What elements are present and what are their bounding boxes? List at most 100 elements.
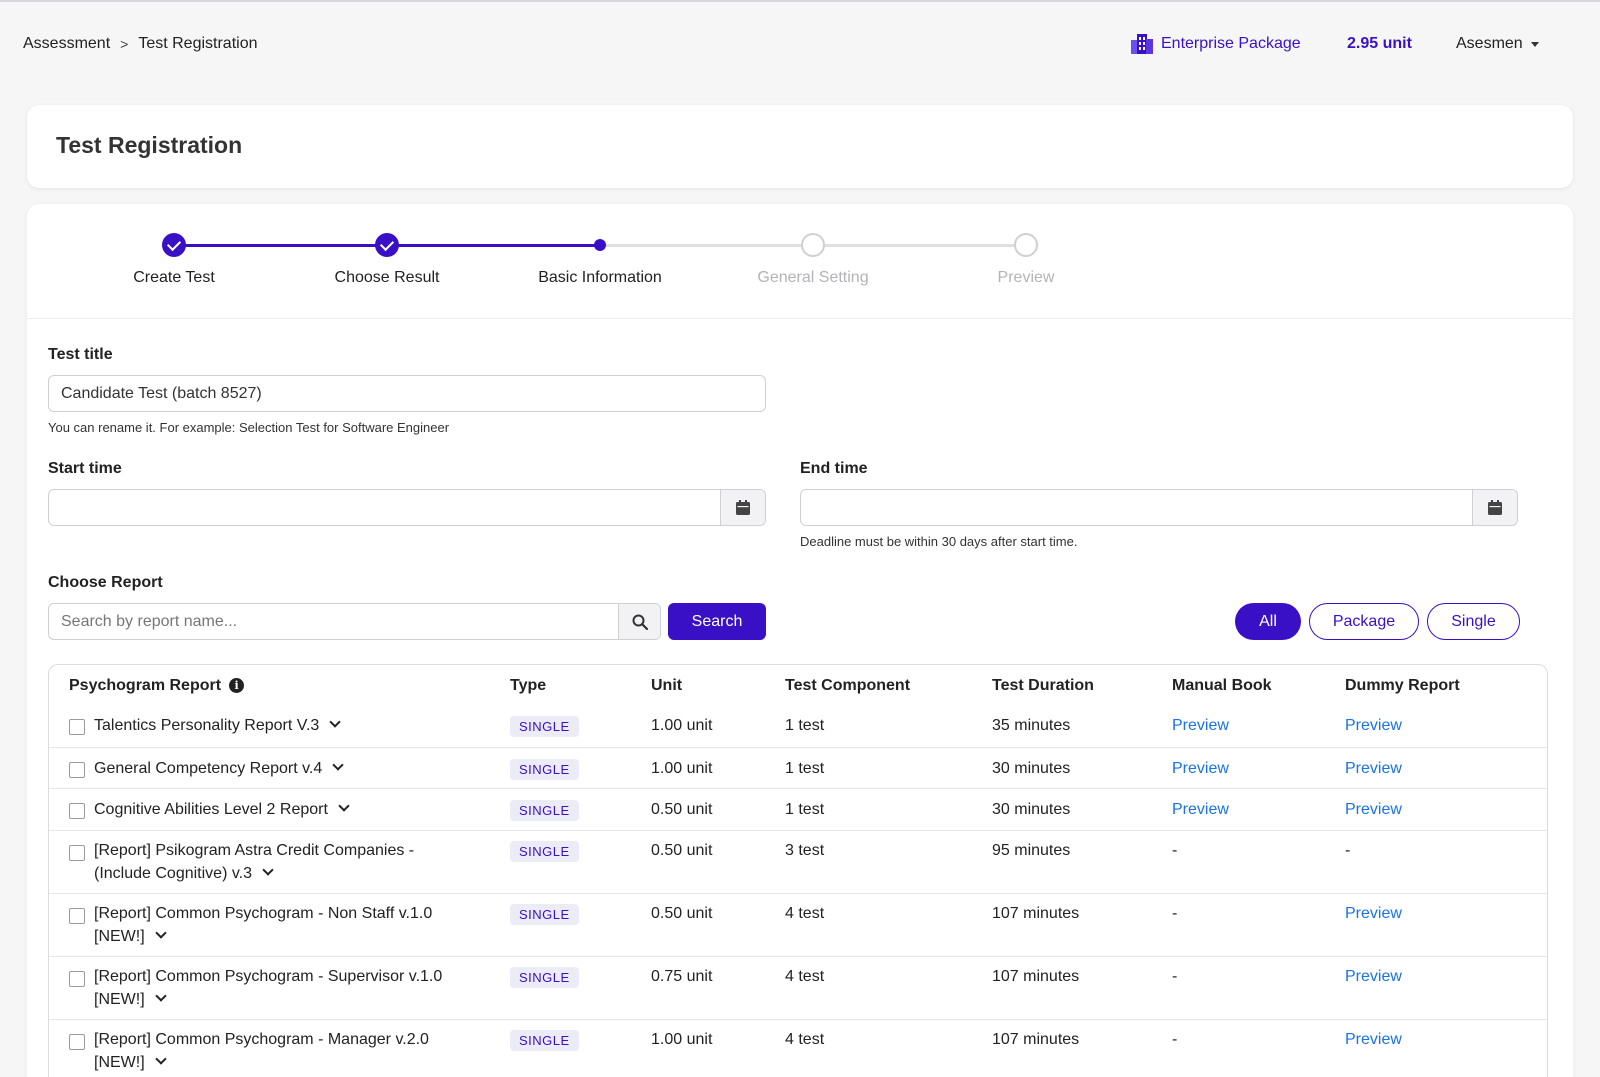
dummy-report-preview-link[interactable]: Preview: [1345, 760, 1402, 777]
row-checkbox[interactable]: [69, 762, 85, 778]
row-checkbox[interactable]: [69, 719, 85, 735]
chevron-down-icon[interactable]: [332, 759, 344, 771]
step-basic-information[interactable]: Basic Information: [538, 269, 662, 286]
chevron-down-icon[interactable]: [155, 1053, 167, 1065]
manual-book-empty: -: [1172, 1031, 1178, 1048]
header-dummy-report: Dummy Report: [1345, 677, 1460, 694]
component-cell: 1 test: [785, 760, 825, 777]
registration-form-card: Create Test Choose Result Basic Informat…: [27, 204, 1573, 1077]
chevron-down-icon[interactable]: [155, 927, 167, 939]
choose-report-label: Choose Report: [48, 574, 163, 591]
end-time-picker: [800, 489, 1518, 526]
report-name-text: Talentics Personality Report V.3: [94, 717, 320, 734]
header-unit: Unit: [651, 677, 683, 694]
filter-all-button[interactable]: All: [1235, 603, 1301, 640]
chevron-down-icon[interactable]: [262, 864, 274, 876]
title-card: Test Registration: [27, 105, 1573, 188]
report-table: Psychogram Report i Type Unit Test Compon…: [48, 664, 1548, 1077]
info-icon[interactable]: i: [229, 678, 245, 693]
filter-package-button[interactable]: Package: [1309, 603, 1419, 640]
user-menu[interactable]: Asesmen: [1456, 35, 1539, 53]
duration-cell: 107 minutes: [992, 1031, 1080, 1048]
report-name-line-1: [Report] Common Psychogram - Non Staff v…: [94, 905, 433, 922]
unit-cell: 0.75 unit: [651, 968, 713, 985]
page-title: Test Registration: [56, 132, 243, 158]
header-psychogram-report: Psychogram Report i: [69, 677, 245, 695]
table-row: [Report] Common Psychogram - Non Staff v…: [49, 893, 1547, 956]
search-button[interactable]: Search: [668, 603, 766, 640]
type-badge: SINGLE: [510, 841, 579, 862]
duration-cell: 35 minutes: [992, 717, 1071, 734]
search-icon: [632, 614, 648, 630]
end-time-calendar-button[interactable]: [1472, 490, 1517, 525]
unit-cell: 0.50 unit: [651, 842, 713, 859]
row-checkbox[interactable]: [69, 908, 85, 924]
report-name-line-2: [NEW!]: [94, 991, 145, 1008]
manual-book-preview-link[interactable]: Preview: [1172, 760, 1229, 777]
row-checkbox[interactable]: [69, 1034, 85, 1050]
unit-cell: 1.00 unit: [651, 1031, 713, 1048]
step-pending-circle-icon: [801, 233, 825, 257]
step-create-test[interactable]: Create Test: [133, 269, 215, 286]
caret-down-icon: [1530, 41, 1539, 47]
component-cell: 4 test: [785, 905, 825, 922]
report-name-line-2: (Include Cognitive) v.3: [94, 865, 252, 882]
table-row: General Competency Report v.4 SINGLE 1.0…: [49, 747, 1547, 788]
manual-book-preview-link[interactable]: Preview: [1172, 801, 1229, 818]
chevron-down-icon[interactable]: [338, 800, 350, 812]
duration-cell: 107 minutes: [992, 905, 1080, 922]
step-pending-circle-icon: [1014, 233, 1038, 257]
step-check-icon: [162, 233, 186, 257]
filter-single-button[interactable]: Single: [1427, 603, 1520, 640]
duration-cell: 107 minutes: [992, 968, 1080, 985]
report-search-box: Search by report name...: [48, 603, 661, 640]
step-connector: [600, 244, 813, 247]
dummy-report-preview-link[interactable]: Preview: [1345, 905, 1402, 922]
type-badge: SINGLE: [510, 759, 579, 780]
breadcrumb: Assessment > Test Registration: [23, 35, 258, 53]
header-type: Type: [510, 677, 547, 694]
dummy-report-preview-link[interactable]: Preview: [1345, 717, 1402, 734]
row-checkbox[interactable]: [69, 845, 85, 861]
dummy-report-preview-link[interactable]: Preview: [1345, 1031, 1402, 1048]
stepper: Create Test Choose Result Basic Informat…: [27, 204, 1573, 319]
header-manual-book: Manual Book: [1172, 677, 1272, 694]
user-name: Asesmen: [1456, 35, 1523, 52]
dummy-report-preview-link[interactable]: Preview: [1345, 801, 1402, 818]
header-test-duration: Test Duration: [992, 677, 1094, 694]
type-badge: SINGLE: [510, 1030, 579, 1051]
end-time-input[interactable]: [801, 490, 1472, 525]
table-row: Talentics Personality Report V.3 SINGLE …: [49, 706, 1547, 747]
breadcrumb-current: Test Registration: [138, 35, 258, 52]
breadcrumb-separator: >: [120, 36, 129, 52]
chevron-down-icon[interactable]: [155, 990, 167, 1002]
report-name-line-1: [Report] Common Psychogram - Supervisor …: [94, 968, 443, 985]
manual-book-preview-link[interactable]: Preview: [1172, 717, 1229, 734]
row-checkbox[interactable]: [69, 803, 85, 819]
row-checkbox[interactable]: [69, 971, 85, 987]
report-name-line-2: [NEW!]: [94, 1054, 145, 1071]
step-preview: Preview: [997, 269, 1055, 286]
component-cell: 1 test: [785, 801, 825, 818]
report-name: Talentics Personality Report V.3: [94, 714, 341, 737]
test-title-input[interactable]: Candidate Test (batch 8527): [48, 375, 766, 412]
start-time-input[interactable]: [49, 490, 720, 525]
report-name-line-1: [Report] Psikogram Astra Credit Companie…: [94, 842, 415, 859]
search-icon-button[interactable]: [618, 604, 660, 639]
step-choose-result[interactable]: Choose Result: [334, 269, 440, 286]
header-test-component: Test Component: [785, 677, 911, 694]
step-current-dot-icon: [594, 239, 606, 251]
enterprise-package-link[interactable]: Enterprise Package: [1131, 34, 1301, 54]
component-cell: 3 test: [785, 842, 825, 859]
manual-book-empty: -: [1172, 905, 1178, 922]
start-time-calendar-button[interactable]: [720, 490, 765, 525]
chevron-down-icon[interactable]: [329, 716, 341, 728]
breadcrumb-parent[interactable]: Assessment: [23, 35, 111, 52]
report-search-input[interactable]: Search by report name...: [61, 613, 238, 630]
component-cell: 4 test: [785, 968, 825, 985]
package-label: Enterprise Package: [1161, 35, 1301, 52]
report-name: [Report] Common Psychogram - Manager v.2…: [94, 1028, 474, 1074]
unit-cell: 0.50 unit: [651, 905, 713, 922]
dummy-report-preview-link[interactable]: Preview: [1345, 968, 1402, 985]
test-title-label: Test title: [48, 346, 113, 363]
